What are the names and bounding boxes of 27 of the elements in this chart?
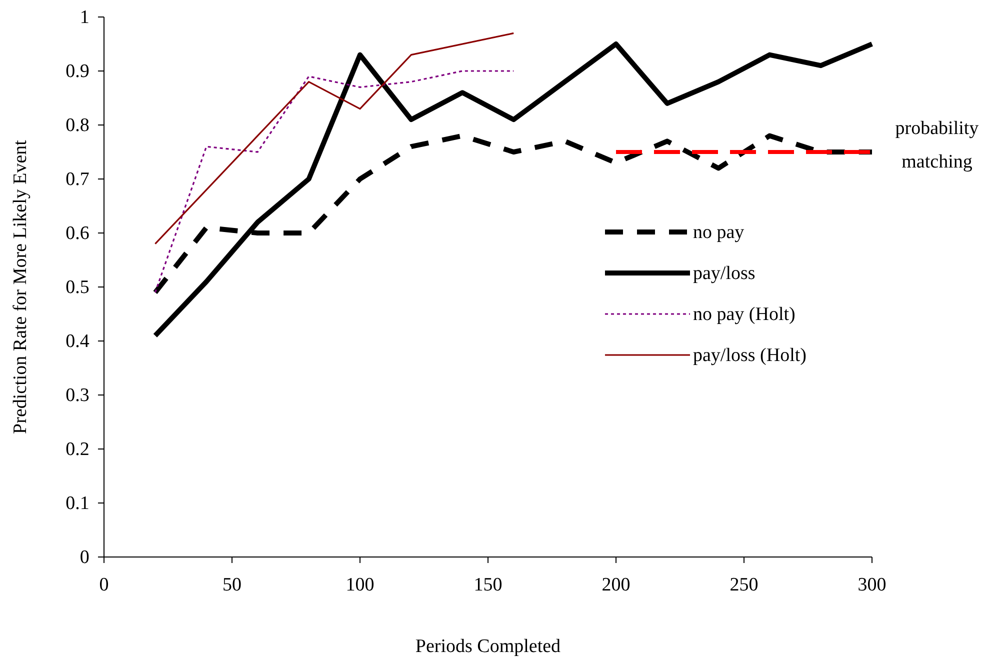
y-axis-title: Prediction Rate for More Likely Event bbox=[10, 139, 31, 434]
y-tick-label: 0.7 bbox=[66, 169, 90, 190]
y-tick-label: 0.9 bbox=[66, 61, 90, 82]
y-tick-label: 0.6 bbox=[66, 223, 90, 244]
y-tick-label: 0.4 bbox=[66, 331, 90, 352]
line-series bbox=[154, 70, 514, 294]
x-tick-label: 300 bbox=[858, 574, 886, 596]
line-series bbox=[154, 32, 514, 245]
y-tick-label: 0 bbox=[80, 547, 90, 568]
x-tick-label: 0 bbox=[99, 574, 109, 596]
x-axis-title: Periods Completed bbox=[415, 636, 562, 657]
y-tick-label: 0.2 bbox=[66, 439, 90, 460]
y-tick-label: 0.3 bbox=[66, 385, 90, 406]
y-tick-label: 0.5 bbox=[66, 277, 90, 298]
legend-label: no pay bbox=[693, 222, 745, 243]
x-tick-label: 100 bbox=[346, 574, 374, 596]
y-tick-label: 0.8 bbox=[66, 115, 90, 136]
series-label: probability matching bbox=[895, 118, 980, 172]
legend-label: no pay (Holt) bbox=[693, 304, 796, 325]
x-tick-label: 50 bbox=[222, 574, 242, 596]
y-tick-label: 0.1 bbox=[66, 493, 90, 514]
x-tick-label: 200 bbox=[602, 574, 630, 596]
x-tick-label: 250 bbox=[730, 574, 758, 596]
y-tick-label: 1 bbox=[80, 7, 90, 28]
legend-label: pay/loss (Holt) bbox=[693, 345, 806, 366]
legend-label: pay/loss bbox=[693, 263, 756, 284]
x-tick-label: 150 bbox=[474, 574, 502, 596]
